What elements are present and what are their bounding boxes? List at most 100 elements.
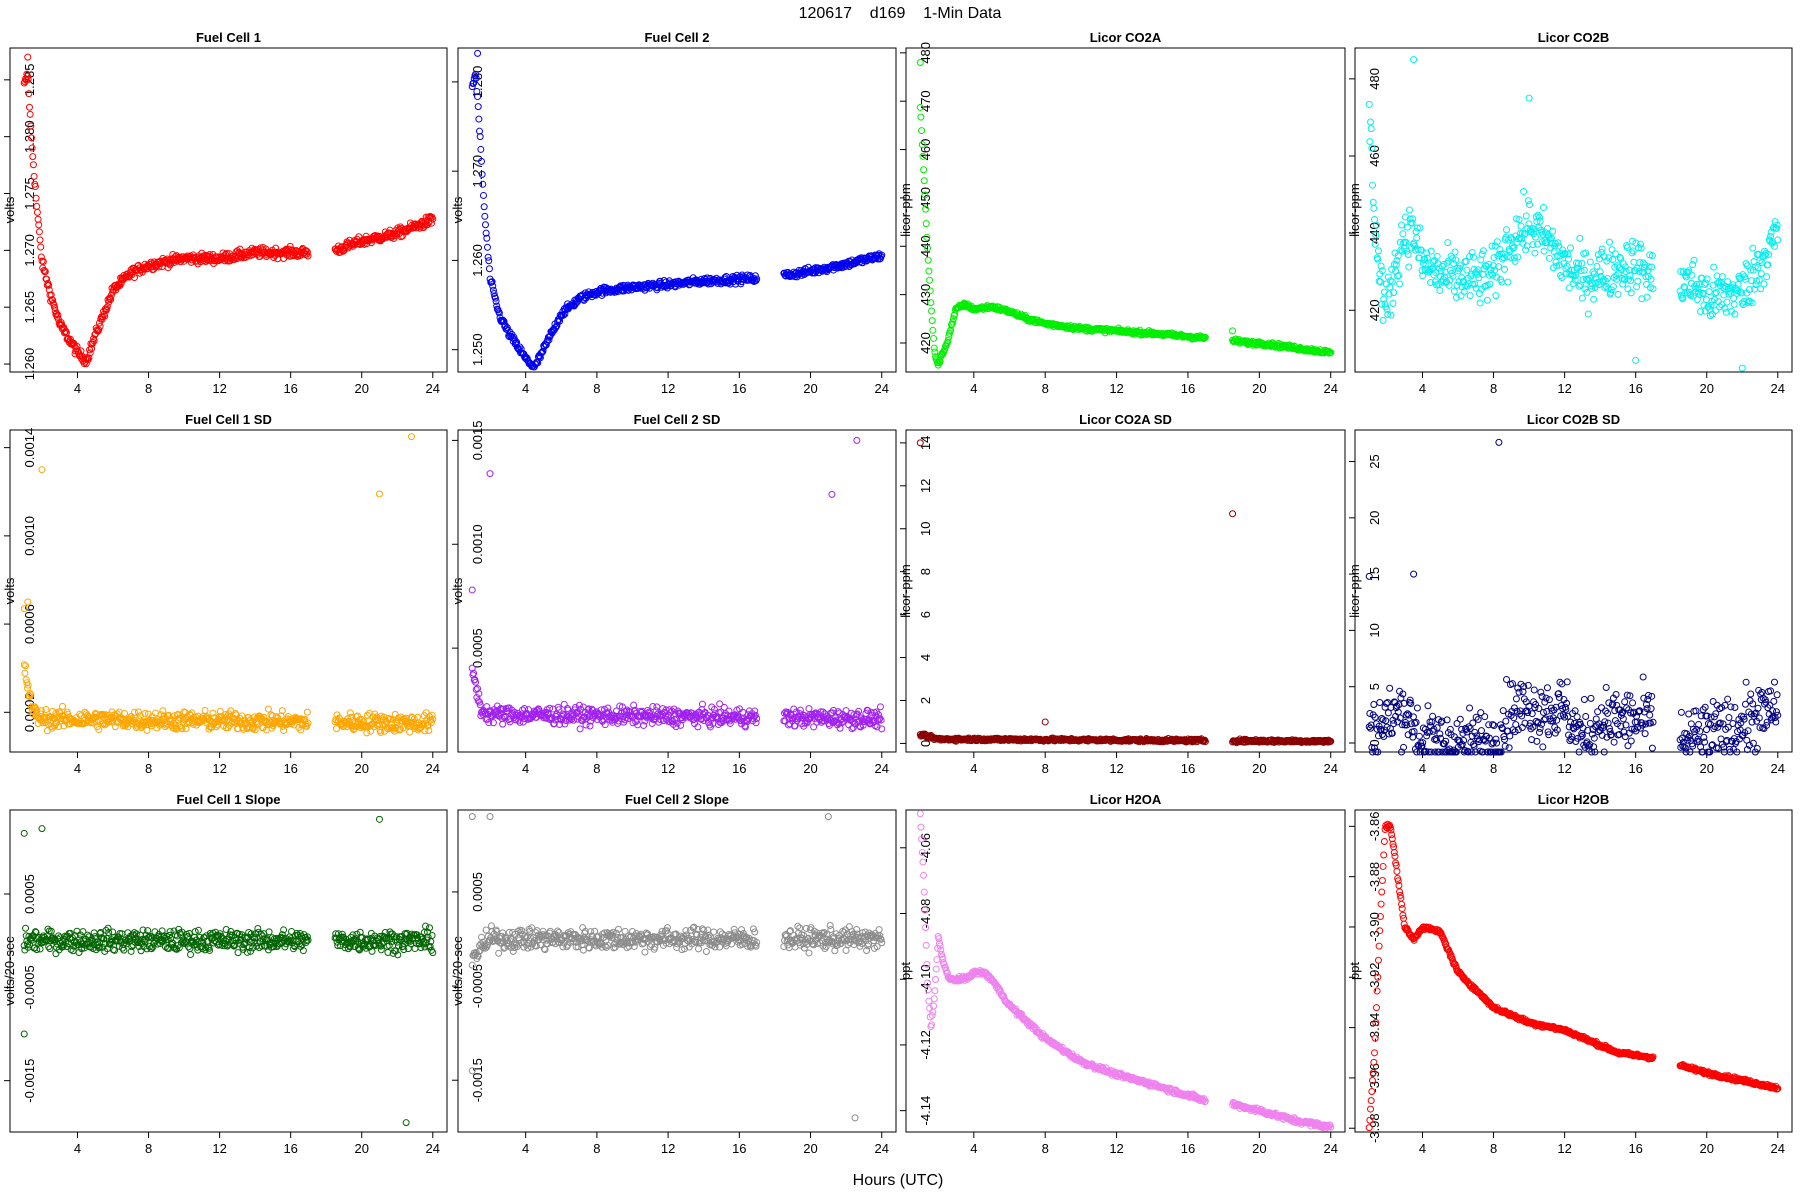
data-point: [25, 103, 33, 111]
x-tick-label: 12: [661, 761, 675, 776]
outlier-point: [828, 490, 836, 498]
data-point: [1466, 704, 1474, 712]
data-point: [95, 326, 103, 334]
outlier-point: [468, 586, 476, 594]
outlier-point: [853, 436, 861, 444]
data-point: [1770, 678, 1778, 686]
y-tick-label: 430: [918, 284, 933, 306]
data-point: [1634, 277, 1642, 285]
data-point: [1504, 278, 1512, 286]
x-tick-label: 20: [803, 381, 817, 396]
data-point: [560, 305, 568, 313]
plot-frame: [1354, 47, 1793, 373]
data-point: [37, 253, 45, 261]
data-point: [876, 703, 884, 711]
data-point: [1501, 742, 1509, 750]
data-point: [1503, 226, 1511, 234]
data-points: [20, 53, 437, 368]
panel-title: Licor CO2A: [1090, 30, 1162, 45]
data-point: [1539, 743, 1547, 751]
data-point: [1584, 310, 1592, 318]
x-tick-label: 4: [1419, 761, 1426, 776]
data-point: [286, 242, 294, 250]
y-tick-label: 1.270: [470, 155, 485, 188]
data-point: [653, 703, 661, 711]
data-point: [1646, 711, 1654, 719]
data-point: [1536, 724, 1544, 732]
x-tick-label: 24: [1323, 381, 1337, 396]
y-axis-label: volts: [450, 196, 465, 223]
y-tick-label: 20: [1367, 511, 1382, 525]
data-point: [46, 945, 54, 953]
data-point: [552, 322, 560, 330]
panel-title: Licor CO2B SD: [1527, 412, 1620, 427]
data-point: [481, 221, 489, 229]
data-point: [256, 253, 264, 261]
x-tick-label: 4: [74, 761, 81, 776]
data-point: [928, 317, 936, 325]
y-tick-label: 0.0015: [470, 421, 485, 461]
data-point: [1573, 713, 1581, 721]
data-point: [1492, 292, 1500, 300]
data-point: [560, 700, 568, 708]
data-point: [1530, 686, 1538, 694]
x-tick-label: 8: [145, 1141, 152, 1156]
data-point: [1370, 701, 1378, 709]
data-point: [406, 728, 414, 736]
x-tick-label: 24: [1771, 381, 1785, 396]
data-point: [96, 322, 104, 330]
data-point: [481, 212, 489, 220]
data-point: [26, 110, 34, 118]
data-point: [483, 234, 491, 242]
data-point: [1501, 265, 1509, 273]
x-tick-label: 24: [875, 381, 889, 396]
data-point: [489, 286, 497, 294]
data-point: [1590, 295, 1598, 303]
data-point: [1705, 288, 1713, 296]
data-point: [479, 191, 487, 199]
y-tick-label: 480: [1367, 68, 1382, 90]
data-point: [1413, 234, 1421, 242]
data-point: [1567, 244, 1575, 252]
data-points: [468, 49, 886, 371]
data-point: [1451, 248, 1459, 256]
data-point: [920, 166, 928, 174]
data-point: [1517, 222, 1525, 230]
data-point: [473, 87, 481, 95]
data-point: [1630, 258, 1638, 266]
x-tick-label: 20: [803, 761, 817, 776]
data-point: [922, 220, 930, 228]
data-point: [88, 345, 96, 353]
data-point: [1370, 204, 1378, 212]
panel-title: Licor CO2A SD: [1079, 412, 1172, 427]
data-point: [918, 127, 926, 135]
data-point: [1550, 248, 1558, 256]
x-tick-label: 8: [1490, 761, 1497, 776]
data-point: [1721, 304, 1729, 312]
x-tick-label: 8: [145, 761, 152, 776]
data-point: [304, 252, 312, 260]
data-point: [1389, 299, 1397, 307]
data-point: [805, 705, 813, 713]
data-point: [488, 278, 496, 286]
data-point: [54, 311, 62, 319]
data-point: [1605, 238, 1613, 246]
x-tick-label: 20: [354, 381, 368, 396]
outlier-point: [1525, 94, 1533, 102]
outlier-point: [38, 466, 46, 474]
figure-x-axis-label: Hours (UTC): [853, 1172, 944, 1189]
data-points: [1365, 56, 1782, 372]
data-point: [21, 669, 29, 677]
data-point: [1486, 280, 1494, 288]
x-tick-label: 4: [74, 1141, 81, 1156]
data-point: [1774, 236, 1782, 244]
data-point: [1370, 216, 1378, 224]
data-point: [480, 203, 488, 211]
data-point: [1533, 737, 1541, 745]
data-point: [29, 153, 37, 161]
data-point: [924, 256, 932, 264]
data-point: [1621, 698, 1629, 706]
